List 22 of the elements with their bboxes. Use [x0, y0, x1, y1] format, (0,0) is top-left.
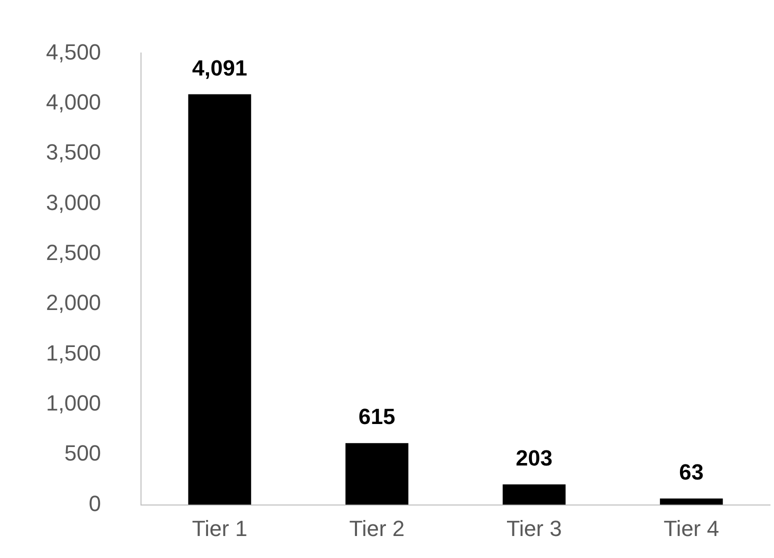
x-tick-label: Tier 2 [349, 516, 405, 542]
y-tick-label: 2,500 [46, 240, 102, 265]
y-tick-label: 3,000 [46, 190, 102, 215]
bar [188, 94, 252, 505]
y-tick-label: 4,500 [46, 39, 102, 64]
x-tick-label: Tier 4 [664, 516, 720, 542]
y-tick-label: 1,500 [46, 340, 102, 366]
x-tick-label: Tier 3 [506, 516, 562, 542]
data-label: 203 [516, 445, 553, 470]
y-tick-label: 0 [88, 490, 102, 516]
bar [660, 498, 723, 505]
x-tick-label: Tier 1 [192, 516, 248, 542]
y-tick-label: 1,000 [46, 390, 102, 416]
y-tick-label: 4,000 [46, 89, 102, 114]
y-tick-label: 500 [64, 440, 102, 466]
bar [345, 443, 408, 505]
y-tick-label: 2,000 [46, 290, 102, 316]
bar [502, 484, 566, 505]
data-label: 615 [358, 404, 396, 430]
y-tick-label: 3,500 [46, 140, 102, 165]
data-label: 4,091 [192, 55, 248, 80]
data-label: 63 [679, 460, 704, 485]
